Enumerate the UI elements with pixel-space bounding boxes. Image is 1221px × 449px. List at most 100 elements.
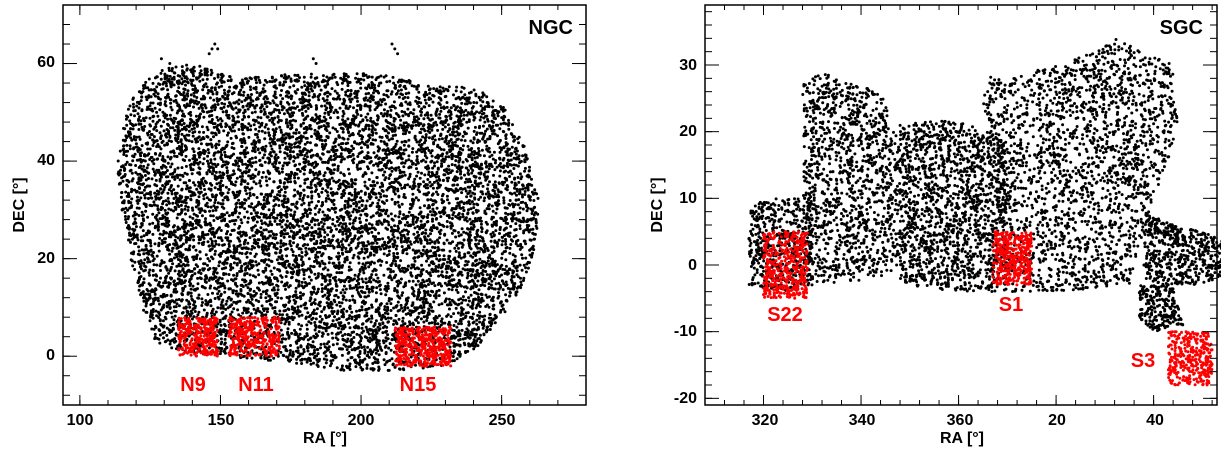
ngc-point (386, 236, 390, 239)
ngc-point (391, 270, 395, 273)
ngc-point (309, 359, 312, 363)
ngc-point (377, 208, 381, 211)
ngc-point (214, 239, 218, 243)
ngc-point (259, 292, 263, 296)
ngc-point (440, 302, 444, 306)
ngc-point (228, 75, 232, 79)
ngc-point (196, 276, 200, 280)
ngc-point (391, 75, 395, 79)
ngc-point (252, 289, 256, 293)
ngc-point (309, 264, 313, 268)
ngc-point (417, 255, 421, 259)
ngc-point (302, 193, 306, 197)
ngc-point (416, 321, 420, 325)
ngc-point (468, 230, 472, 234)
ngc-point (155, 85, 159, 89)
ngc-point (217, 85, 221, 89)
ngc-point (232, 261, 236, 265)
ngc-point (379, 139, 383, 143)
ngc-point (211, 209, 215, 213)
ngc-point (334, 275, 337, 279)
ngc-point (335, 303, 339, 307)
ngc-point (532, 248, 536, 252)
ngc-point (416, 225, 420, 228)
ngc-point (232, 169, 236, 173)
ngc-point (423, 113, 427, 117)
ngc-point (467, 91, 471, 95)
ngc-point (443, 173, 447, 177)
ngc-point (202, 110, 206, 114)
ngc-point (323, 139, 327, 143)
ngc-point (320, 287, 324, 291)
ngc-point (426, 178, 430, 181)
ngc-point (512, 163, 516, 167)
ngc-point (194, 205, 198, 209)
ngc-point (487, 282, 491, 286)
ngc-point (158, 264, 162, 268)
ngc-point (484, 305, 488, 308)
ngc-point (305, 327, 309, 331)
ngc-point (325, 296, 329, 300)
ngc-point (256, 268, 260, 272)
ngc-point (302, 121, 305, 125)
ngc-point (504, 177, 508, 181)
ngc-point (202, 308, 206, 312)
ngc-point (121, 164, 125, 168)
ngc-point (384, 352, 388, 356)
ngc-point (454, 306, 458, 310)
ngc-point (214, 170, 218, 174)
ngc-point (323, 235, 327, 239)
ngc-point (137, 206, 141, 210)
ngc-point (137, 288, 141, 292)
ngc-point (351, 153, 355, 156)
ngc-point (304, 93, 307, 96)
ngc-point (245, 126, 249, 130)
ngc-point (439, 273, 443, 277)
ngc-point (481, 137, 485, 141)
ngc-point (140, 191, 144, 195)
ngc-point (124, 190, 128, 194)
ngc-point (518, 263, 522, 267)
ngc-point (119, 181, 123, 185)
ngc-point (476, 203, 480, 207)
ngc-point (453, 229, 457, 233)
ngc-point (437, 314, 441, 318)
ngc-point (296, 305, 300, 309)
ngc-point (132, 105, 136, 109)
ngc-point (406, 183, 410, 187)
ngc-point (138, 265, 142, 269)
ngc-point (226, 247, 230, 251)
ngc-point (296, 167, 300, 171)
ngc-point (389, 348, 393, 352)
ngc-point (246, 241, 250, 245)
ngc-point (364, 277, 368, 281)
ngc-point (300, 324, 304, 328)
ngc-point (210, 172, 214, 176)
ngc-point (325, 98, 329, 102)
ngc-point (313, 272, 317, 276)
ngc-point (235, 176, 239, 180)
ngc-point (353, 188, 357, 191)
ngc-point (238, 169, 242, 172)
ngc-point (335, 81, 339, 84)
ngc-point (472, 137, 476, 141)
ngc-point (341, 130, 345, 134)
ngc-point (454, 89, 458, 93)
ngc-point (173, 128, 177, 132)
ngc-point (399, 221, 403, 224)
ngc-point (189, 287, 193, 291)
ngc-point (393, 224, 397, 228)
ngc-point (320, 283, 324, 287)
ngc-point (348, 345, 352, 348)
ngc-point (389, 108, 393, 112)
ngc-point (379, 103, 383, 107)
ngc-point (290, 305, 294, 309)
ngc-point (466, 126, 470, 130)
ngc-point (418, 206, 422, 210)
ngc-point (202, 130, 206, 134)
ngc-point (206, 159, 209, 163)
ngc-point (289, 123, 293, 127)
ngc-point (302, 172, 306, 176)
ngc-point (469, 207, 473, 211)
ngc-point (363, 266, 367, 270)
